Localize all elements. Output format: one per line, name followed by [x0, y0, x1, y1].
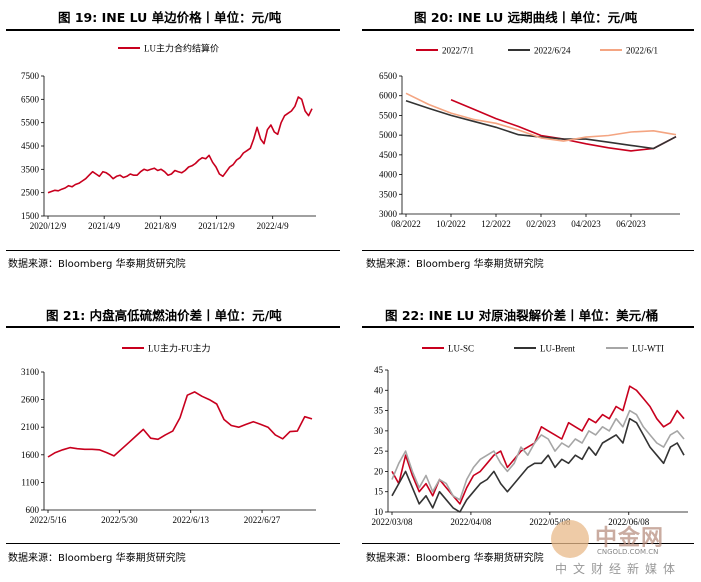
x-tick-label: 08/2022: [391, 219, 421, 229]
chart-title-1: 图 19: INE LU 单边价格丨单位：元/吨: [58, 10, 282, 25]
y-tick-label: 6500: [379, 71, 398, 81]
watermark-logo-icon: [551, 520, 589, 558]
series-line-1: [450, 98, 677, 152]
title-rule-4: [362, 326, 694, 328]
legend-label-3: LU-WTI: [632, 344, 664, 354]
y-tick-label: 30: [374, 426, 384, 436]
source-text-3: 数据来源：Bloomberg 华泰期货研究院: [8, 553, 186, 564]
source-rule-2: [362, 250, 694, 251]
y-tick-label: 5500: [379, 110, 398, 120]
y-tick-label: 4500: [379, 150, 398, 160]
x-tick-label: 12/2022: [481, 219, 511, 229]
y-tick-label: 3500: [21, 164, 40, 174]
source-text-4: 数据来源：Bloomberg 华泰期货研究院: [366, 553, 544, 564]
watermark-subtitle: 中文财经新媒体: [555, 562, 682, 576]
x-tick-label: 2021/8/9: [144, 221, 177, 231]
y-tick-label: 1500: [21, 211, 40, 221]
watermark-name: 中金网: [595, 526, 665, 551]
chart-2: 3000 3500 4000 4500 5000 5500 6000 6500 08/2022 1…: [379, 46, 680, 229]
y-tick-label: 1100: [21, 477, 39, 487]
chart-1: 1500 2500 3500 4500 5500 6500 7500 2020/12/9 202…: [21, 43, 316, 231]
y-tick-label: 2600: [21, 395, 40, 405]
y-tick-label: 5000: [379, 130, 398, 140]
chart-4: 10 15 20 25 30 35 40 45 2022/03/08 2022/04/08 2022…: [371, 344, 688, 527]
x-tick-label: 02/2023: [526, 219, 556, 229]
y-tick-label: 20: [374, 466, 384, 476]
x-tick-label: 2022/04/08: [450, 517, 492, 527]
y-tick-label: 10: [374, 507, 384, 517]
y-tick-label: 3000: [379, 209, 398, 219]
y-tick-label: 3100: [21, 367, 40, 377]
legend-label-2: 2022/6/24: [534, 46, 571, 56]
x-tick-label: 2021/12/9: [198, 221, 235, 231]
y-tick-label: 7500: [21, 71, 40, 81]
x-tick-label: 2022/6/27: [244, 515, 281, 525]
chart-3: 600 1100 1600 2100 2600 3100 2022/5/16 2022/5/3…: [21, 343, 316, 525]
legend-label-3: 2022/6/1: [626, 46, 658, 56]
title-rule-3: [6, 326, 340, 328]
y-tick-label: 15: [374, 487, 384, 497]
y-tick-label: 25: [374, 446, 384, 456]
series-line-2: [391, 417, 685, 513]
title-rule-2: [362, 29, 694, 31]
x-tick-label: 2021/4/9: [88, 221, 121, 231]
x-tick-label: 04/2023: [571, 219, 601, 229]
y-tick-label: 5500: [21, 118, 40, 128]
legend-label-1: LU主力-FU主力: [148, 343, 211, 354]
y-tick-label: 2500: [21, 188, 40, 198]
x-tick-label: 2022/06/08: [608, 517, 650, 527]
x-tick-label: 2022/05/08: [529, 517, 571, 527]
x-tick-label: 2022/03/08: [371, 517, 413, 527]
y-tick-label: 40: [374, 385, 384, 395]
title-rule-1: [6, 29, 340, 31]
y-tick-label: 6000: [379, 91, 398, 101]
y-tick-label: 4000: [379, 170, 398, 180]
legend-label-1: LU主力合约结算价: [144, 43, 219, 54]
y-tick-label: 1600: [21, 450, 40, 460]
y-tick-label: 3500: [379, 189, 398, 199]
y-tick-label: 2100: [21, 422, 40, 432]
chart-title-2: 图 20: INE LU 远期曲线丨单位：元/吨: [414, 10, 638, 25]
x-tick-label: 10/2022: [436, 219, 466, 229]
x-tick-label: 2022/5/30: [101, 515, 138, 525]
legend-label-2: LU-Brent: [540, 344, 575, 354]
series-line-1: [47, 391, 313, 458]
legend-label-1: LU-SC: [448, 344, 474, 354]
x-tick-label: 2022/6/13: [172, 515, 209, 525]
chart-title-4: 图 22: INE LU 对原油裂解价差丨单位：美元/桶: [385, 308, 659, 323]
y-tick-label: 4500: [21, 141, 40, 151]
y-tick-label: 35: [374, 406, 384, 416]
series-line-3: [405, 92, 677, 142]
legend-label-1: 2022/7/1: [442, 46, 474, 56]
y-tick-label: 6500: [21, 94, 40, 104]
y-tick-label: 600: [26, 505, 40, 515]
series-line-2: [405, 100, 677, 150]
watermark: 中金网 CNGOLD.COM.CN 中文财经新媒体: [551, 518, 691, 576]
x-tick-label: 06/2023: [616, 219, 646, 229]
source-rule-1: [6, 250, 340, 251]
series-line-3: [391, 409, 685, 501]
watermark-site: CNGOLD.COM.CN: [597, 548, 659, 556]
chart-title-3: 图 21: 内盘高低硫燃油价差丨单位：元/吨: [46, 308, 282, 323]
x-tick-label: 2020/12/9: [30, 221, 67, 231]
source-rule-3: [6, 543, 340, 544]
source-text-2: 数据来源：Bloomberg 华泰期货研究院: [366, 259, 544, 270]
x-tick-label: 2022/5/16: [30, 515, 67, 525]
source-rule-4: [362, 543, 694, 544]
series-line-1: [47, 96, 313, 194]
y-tick-label: 45: [374, 365, 384, 375]
source-text-1: 数据来源：Bloomberg 华泰期货研究院: [8, 259, 186, 270]
x-tick-label: 2022/4/9: [257, 221, 290, 231]
